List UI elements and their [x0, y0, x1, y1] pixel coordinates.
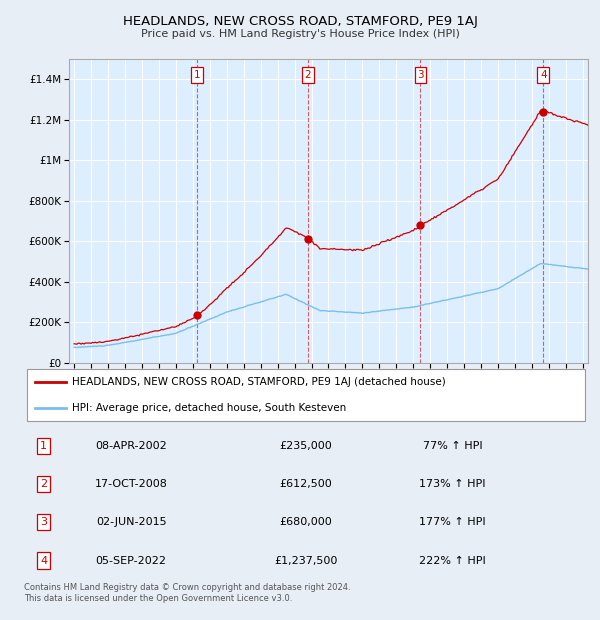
Text: 1: 1 — [194, 70, 201, 80]
Text: 177% ↑ HPI: 177% ↑ HPI — [419, 517, 486, 527]
Text: HEADLANDS, NEW CROSS ROAD, STAMFORD, PE9 1AJ: HEADLANDS, NEW CROSS ROAD, STAMFORD, PE9… — [122, 16, 478, 29]
Text: This data is licensed under the Open Government Licence v3.0.: This data is licensed under the Open Gov… — [24, 594, 292, 603]
Text: £1,237,500: £1,237,500 — [274, 556, 338, 565]
Text: HEADLANDS, NEW CROSS ROAD, STAMFORD, PE9 1AJ (detached house): HEADLANDS, NEW CROSS ROAD, STAMFORD, PE9… — [72, 378, 446, 388]
Text: 4: 4 — [540, 70, 547, 80]
Text: HPI: Average price, detached house, South Kesteven: HPI: Average price, detached house, Sout… — [72, 403, 346, 413]
FancyBboxPatch shape — [27, 369, 585, 420]
Text: Contains HM Land Registry data © Crown copyright and database right 2024.: Contains HM Land Registry data © Crown c… — [24, 583, 350, 592]
Text: 2: 2 — [40, 479, 47, 489]
Text: 1: 1 — [40, 441, 47, 451]
Text: £235,000: £235,000 — [280, 441, 332, 451]
Text: 77% ↑ HPI: 77% ↑ HPI — [423, 441, 482, 451]
Text: 2: 2 — [305, 70, 311, 80]
Text: 4: 4 — [40, 556, 47, 565]
Text: 222% ↑ HPI: 222% ↑ HPI — [419, 556, 486, 565]
Text: 17-OCT-2008: 17-OCT-2008 — [95, 479, 167, 489]
Text: 08-APR-2002: 08-APR-2002 — [95, 441, 167, 451]
Text: 3: 3 — [40, 517, 47, 527]
Text: 05-SEP-2022: 05-SEP-2022 — [95, 556, 167, 565]
Text: £680,000: £680,000 — [280, 517, 332, 527]
Text: Price paid vs. HM Land Registry's House Price Index (HPI): Price paid vs. HM Land Registry's House … — [140, 29, 460, 39]
Text: 173% ↑ HPI: 173% ↑ HPI — [419, 479, 486, 489]
Text: £612,500: £612,500 — [280, 479, 332, 489]
Text: 3: 3 — [417, 70, 424, 80]
Text: 02-JUN-2015: 02-JUN-2015 — [96, 517, 166, 527]
